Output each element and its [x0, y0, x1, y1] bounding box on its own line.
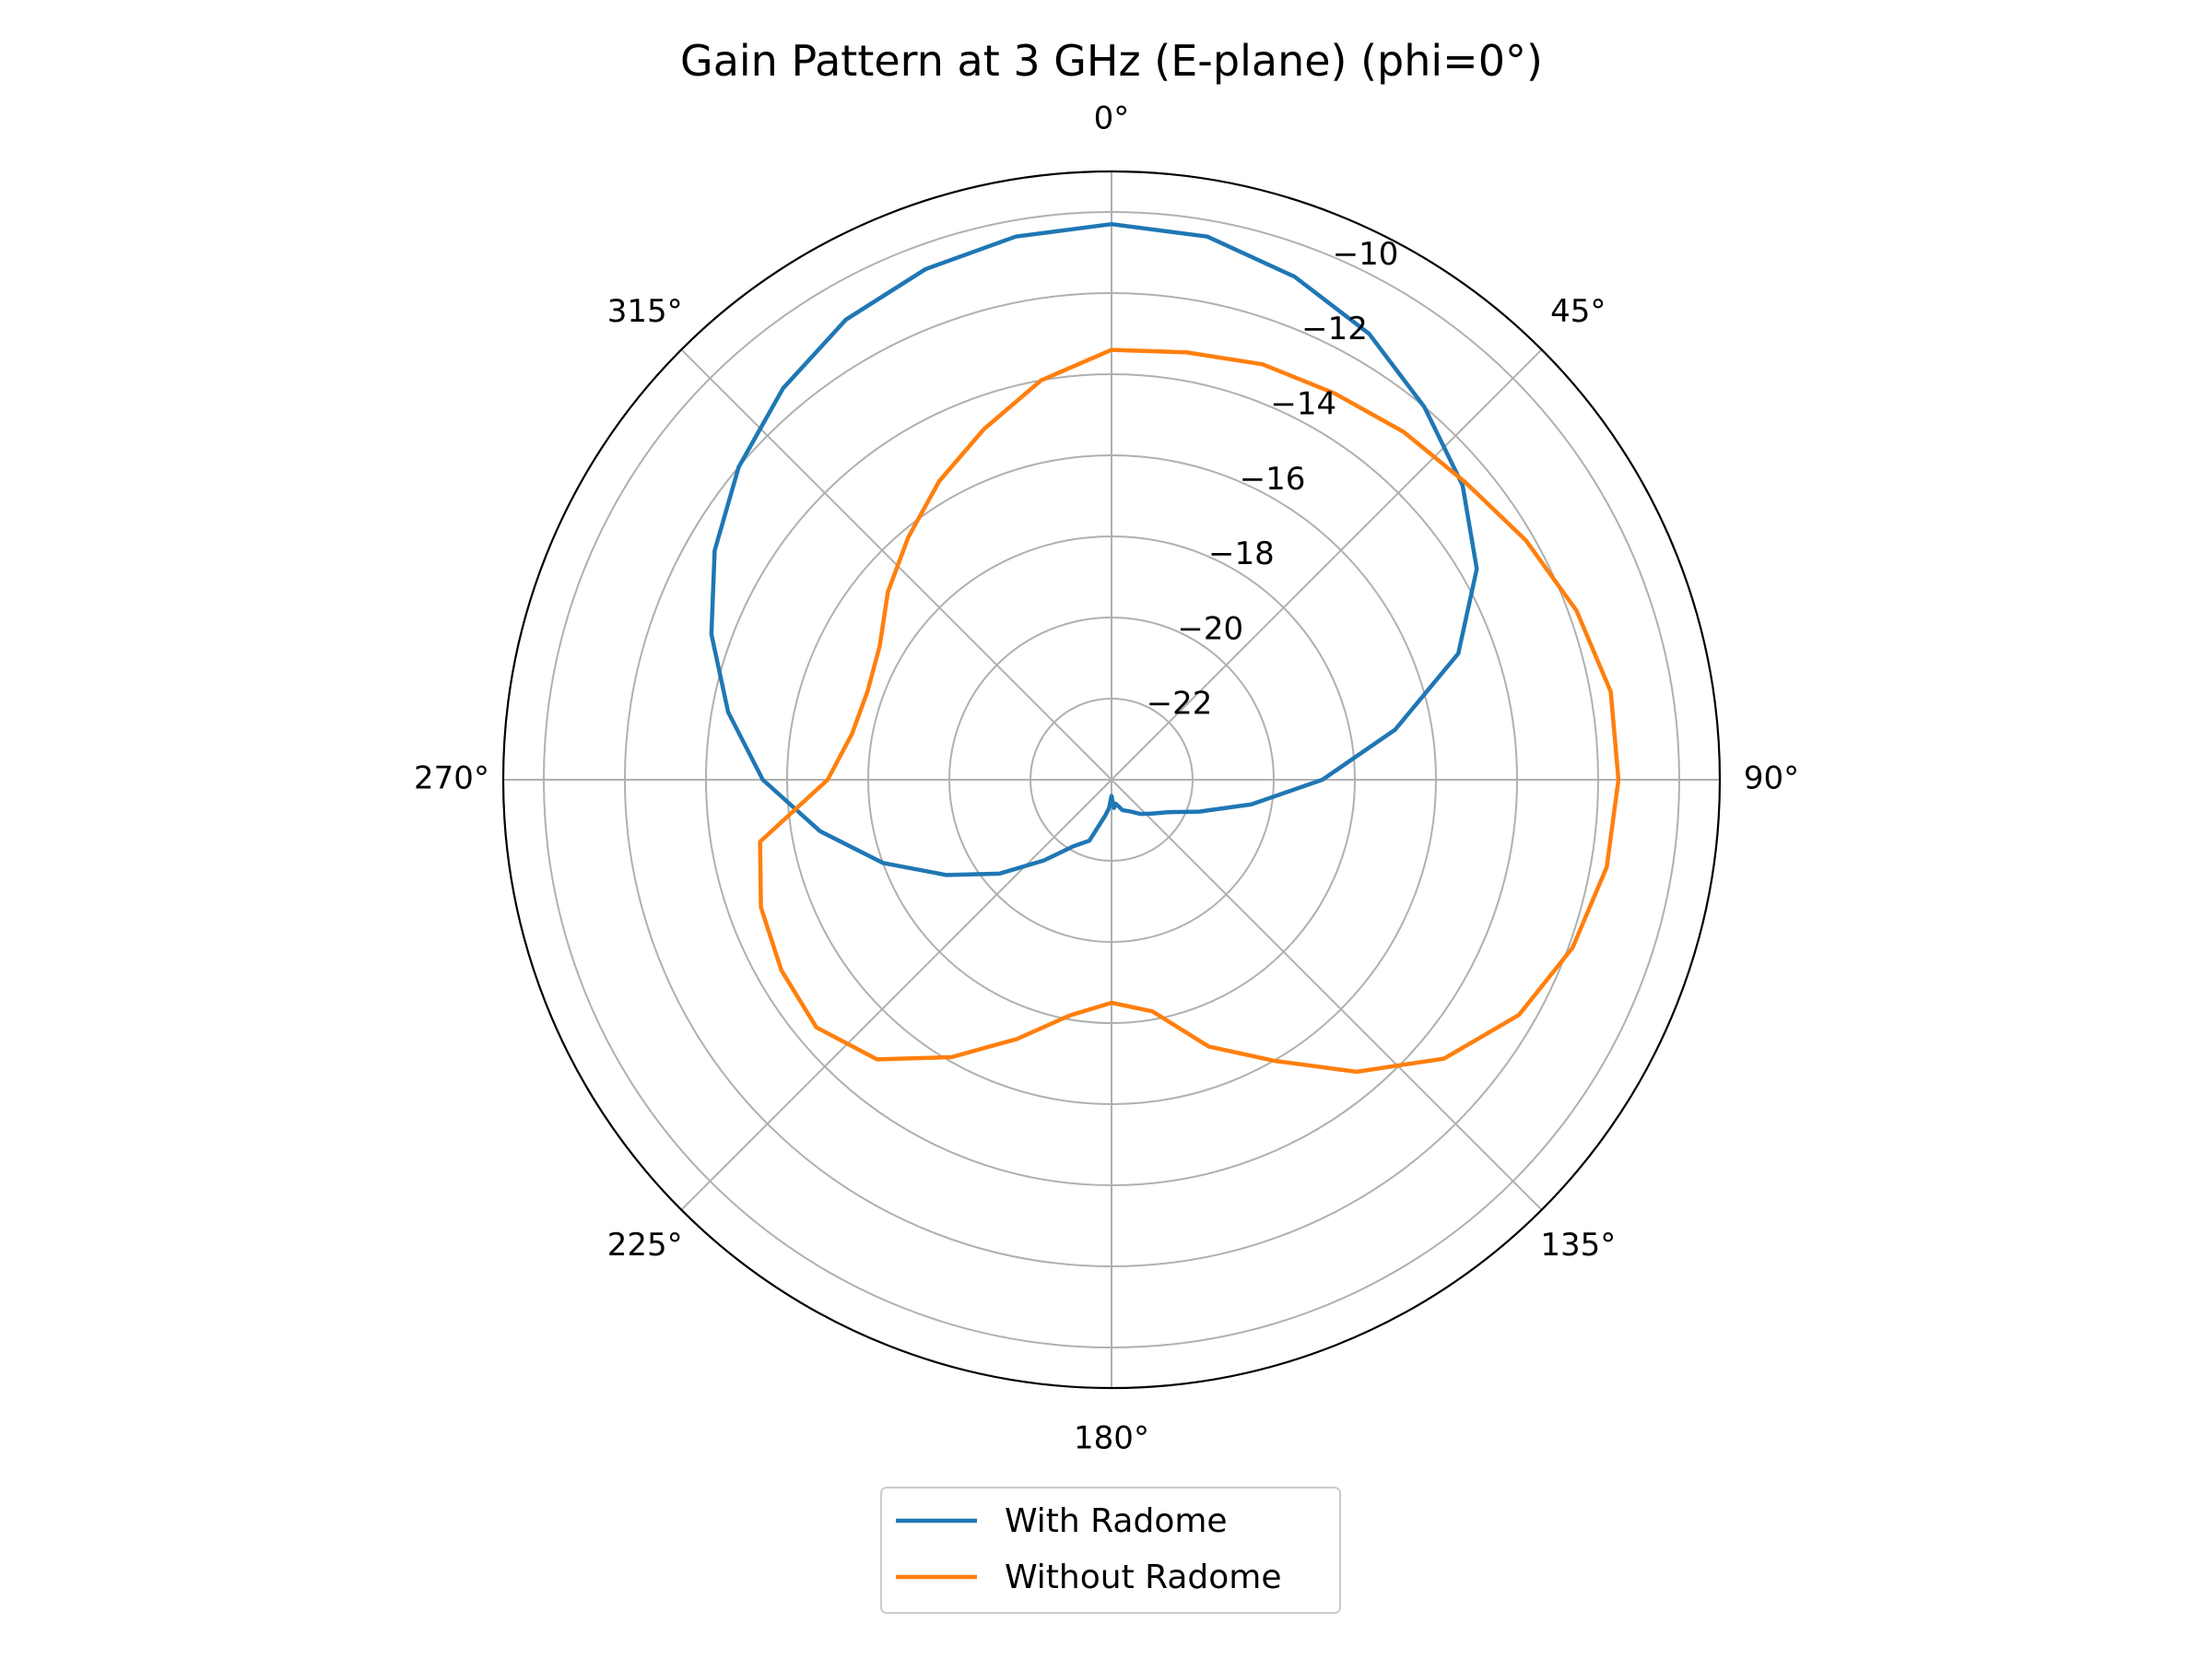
legend: With Radome Without Radome: [880, 1487, 1341, 1614]
angular-gridline: [1111, 348, 1543, 781]
chart-title: Gain Pattern at 3 GHz (E-plane) (phi=0°): [680, 36, 1543, 86]
angular-gridline: [1111, 779, 1543, 1211]
radial-tick-label: −14: [1270, 386, 1336, 423]
radial-tick-label: −18: [1208, 535, 1275, 572]
polar-axes: 0° 45° 90° 135° 180° 225° 270° 315° −22 −20 −18 −1…: [414, 100, 1799, 1457]
radial-tick-label: −16: [1240, 461, 1306, 498]
radial-tick-labels: −22 −20 −18 −16 −14 −12 −10: [1147, 236, 1399, 723]
series-line-without-radome: [758, 347, 1621, 1075]
angle-tick-label: 45°: [1550, 293, 1606, 330]
angle-tick-label: 225°: [607, 1227, 683, 1264]
angle-tick-label: 180°: [1074, 1420, 1149, 1457]
radial-tick-label: −20: [1177, 610, 1243, 647]
series-line-with-radome: [709, 221, 1479, 877]
legend-label-with-radome: With Radome: [1005, 1502, 1228, 1540]
radial-tick-label: −12: [1301, 311, 1368, 347]
angle-tick-label: 90°: [1744, 760, 1799, 797]
series-lines: [709, 221, 1621, 1075]
angle-tick-label: 315°: [607, 293, 683, 330]
angle-tick-label: 0°: [1094, 100, 1130, 137]
angle-tick-label: 270°: [414, 760, 489, 797]
legend-label-without-radome: Without Radome: [1005, 1559, 1282, 1596]
legend-box: [880, 1487, 1341, 1614]
angle-tick-label: 135°: [1540, 1227, 1616, 1264]
angular-gridline: [680, 779, 1112, 1211]
radial-tick-label: −22: [1147, 686, 1213, 723]
polar-frame: [501, 170, 1722, 1390]
angle-tick-labels: 0° 45° 90° 135° 180° 225° 270° 315°: [414, 100, 1799, 1457]
polar-grid: [503, 171, 1720, 1388]
radial-tick-label: −10: [1333, 236, 1399, 273]
